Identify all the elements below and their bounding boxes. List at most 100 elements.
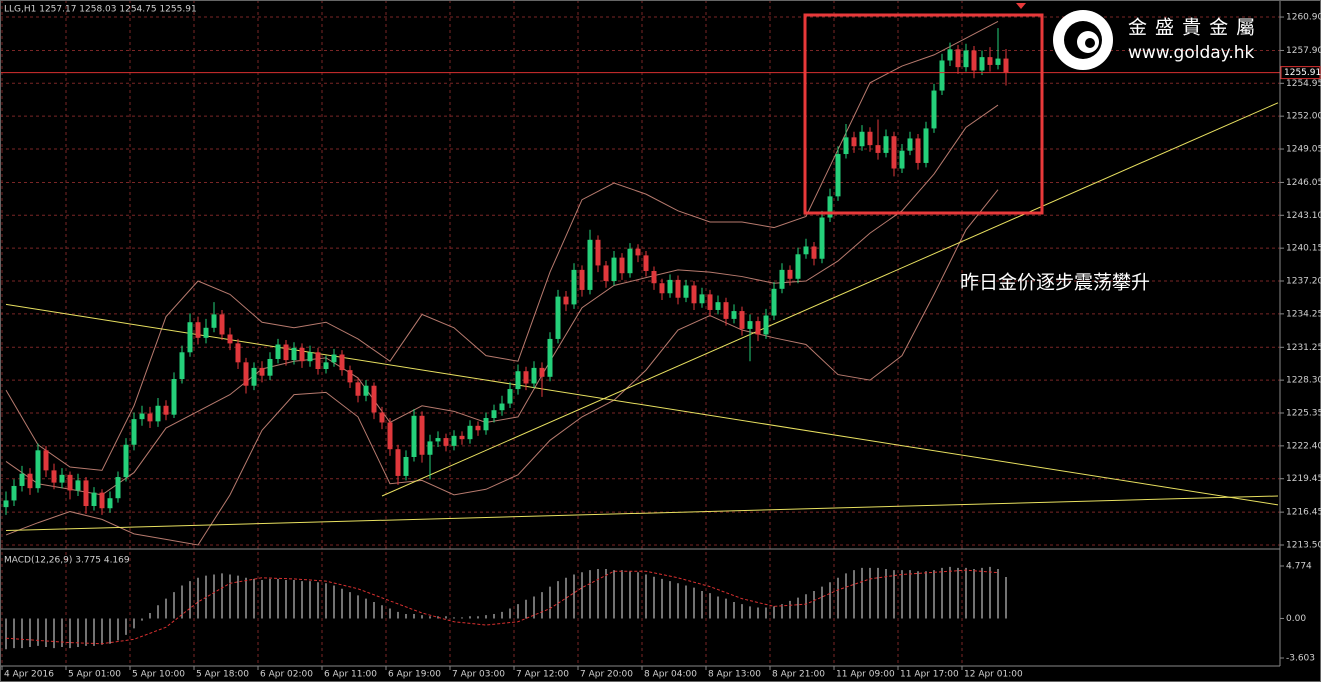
candle-body xyxy=(907,138,913,151)
y-tick-label: 1216.45 xyxy=(1286,508,1321,518)
candle-body xyxy=(563,296,569,305)
y-tick-label: 1249.05 xyxy=(1286,145,1321,155)
candle-body xyxy=(467,425,473,440)
y-tick-label: 1225.35 xyxy=(1286,409,1321,419)
candle-body xyxy=(475,425,481,431)
candle-body xyxy=(203,327,209,338)
candle-body xyxy=(923,128,929,163)
candle-body xyxy=(555,296,561,339)
candle-body xyxy=(667,279,673,294)
candle-body xyxy=(259,367,265,376)
bollinger-band xyxy=(5,21,999,471)
y-tick-label: -3.603 xyxy=(1286,654,1315,664)
candle-body xyxy=(739,311,745,329)
candle-body xyxy=(947,49,953,61)
candle-body xyxy=(427,441,433,455)
candle-body xyxy=(715,302,721,310)
candle-body xyxy=(483,418,489,431)
candle-body xyxy=(659,283,665,294)
last-price-label: 1255.91 xyxy=(1284,68,1321,78)
candle-body xyxy=(683,285,689,298)
candle-body xyxy=(795,254,801,279)
logo: 金 盛 貴 金 屬 www.golday.hk xyxy=(1053,10,1256,70)
candle-body xyxy=(539,367,545,377)
candle-body xyxy=(307,352,313,362)
candle-body xyxy=(499,403,505,411)
candle-body xyxy=(915,138,921,163)
trend-line xyxy=(5,303,1279,506)
candle-body xyxy=(171,379,177,415)
candle-body xyxy=(771,288,777,316)
candle-body xyxy=(3,500,9,508)
candle-body xyxy=(355,382,361,396)
x-tick-label: 7 Apr 03:00 xyxy=(452,670,505,680)
candle-body xyxy=(579,269,585,290)
candle-body xyxy=(243,362,249,386)
candle-body xyxy=(211,314,217,328)
candle-body xyxy=(371,385,377,413)
y-tick-label: 1213.50 xyxy=(1286,540,1321,550)
candle-body xyxy=(395,449,401,476)
candle-body xyxy=(803,246,809,255)
candle-body xyxy=(955,49,961,68)
x-tick-label: 6 Apr 19:00 xyxy=(388,670,441,680)
candle-body xyxy=(387,422,393,450)
candle-body xyxy=(179,352,185,380)
candle-body xyxy=(867,131,873,146)
candle-body xyxy=(163,405,169,415)
x-tick-label: 11 Apr 17:00 xyxy=(900,670,959,680)
candle-body xyxy=(811,246,817,259)
candle-body xyxy=(835,154,841,197)
candle-body xyxy=(779,269,785,289)
candle-body xyxy=(147,413,153,422)
candle-body xyxy=(891,136,897,169)
y-tick-label: 1243.10 xyxy=(1286,211,1321,221)
x-tick-label: 8 Apr 21:00 xyxy=(772,670,825,680)
candle-body xyxy=(699,294,705,304)
candle-body xyxy=(747,321,753,329)
x-tick-label: 6 Apr 02:00 xyxy=(260,670,313,680)
candle-body xyxy=(435,438,441,442)
candle-body xyxy=(451,435,457,446)
candle-body xyxy=(155,405,161,422)
candle-body xyxy=(459,435,465,440)
candle-body xyxy=(27,473,33,489)
candle-body xyxy=(899,150,905,169)
y-tick-label: 1222.40 xyxy=(1286,441,1321,451)
candle-body xyxy=(611,257,617,282)
candle-body xyxy=(67,474,73,491)
logo-name: 金 盛 貴 金 屬 xyxy=(1128,17,1256,39)
macd-title: MACD(12,26,9) 3.775 4.169 xyxy=(4,556,130,566)
candle-body xyxy=(235,343,241,363)
y-tick-label: 1234.25 xyxy=(1286,309,1321,319)
candle-body xyxy=(83,480,89,507)
annotation: 昨日金价逐步震荡攀升 xyxy=(960,272,1150,294)
candle-body xyxy=(571,269,577,305)
candle-body xyxy=(283,344,289,361)
candle-body xyxy=(187,322,193,353)
candle-body xyxy=(851,137,857,147)
y-tick-label: 1228.30 xyxy=(1286,376,1321,386)
candle-body xyxy=(627,248,633,274)
candle-body xyxy=(843,137,849,155)
candle-body xyxy=(547,338,553,377)
y-tick-label: 1237.20 xyxy=(1286,277,1321,287)
candle-body xyxy=(219,314,225,335)
candle-body xyxy=(619,257,625,274)
candle-body xyxy=(731,311,737,319)
candle-body xyxy=(99,492,105,509)
candle-body xyxy=(115,477,121,499)
candle-body xyxy=(603,265,609,282)
x-tick-label: 8 Apr 04:00 xyxy=(644,670,697,680)
candle-body xyxy=(131,419,137,445)
candle-body xyxy=(883,136,889,153)
candle-body xyxy=(587,239,593,290)
y-tick-label: 1231.25 xyxy=(1286,343,1321,353)
y-tick-label: 1219.45 xyxy=(1286,474,1321,484)
candle-body xyxy=(987,57,993,65)
candle-body xyxy=(419,415,425,455)
y-tick-label: 1246.05 xyxy=(1286,178,1321,188)
